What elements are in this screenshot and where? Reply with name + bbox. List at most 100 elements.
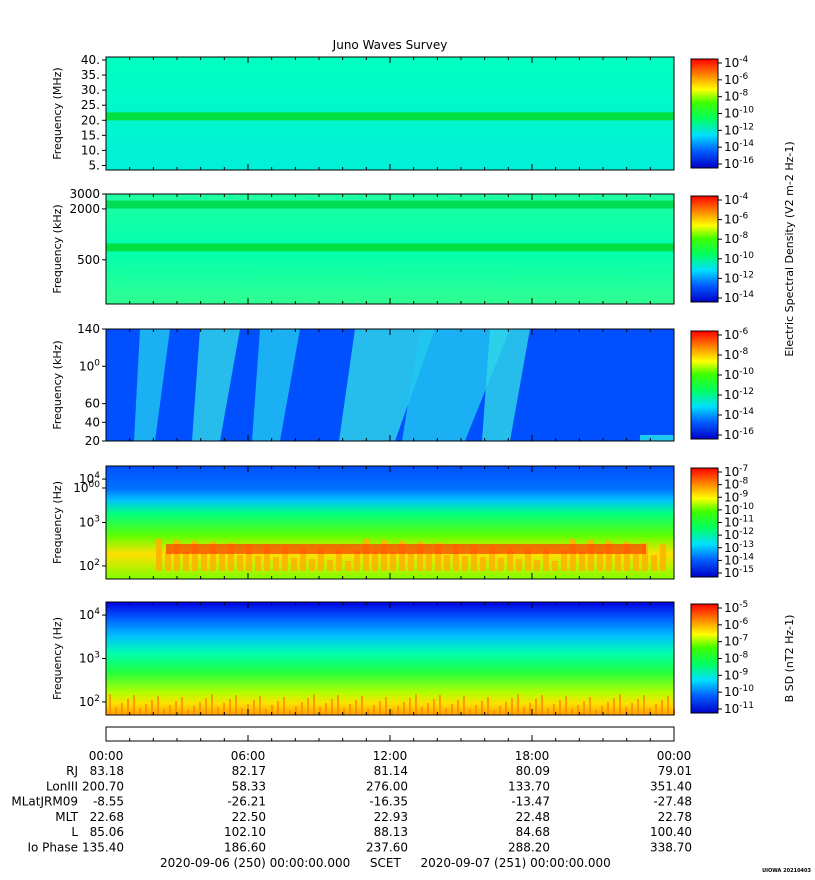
colorbar-scale <box>690 330 719 440</box>
y-tick-label: 30. <box>81 83 100 97</box>
emission-feature <box>229 699 231 715</box>
ephemeris-label: L <box>71 825 78 839</box>
emission-feature <box>570 539 576 571</box>
ephemeris-value: 79.01 <box>658 764 692 778</box>
emission-feature <box>134 329 170 441</box>
emission-feature <box>373 705 375 715</box>
emission-feature <box>482 329 530 441</box>
y-tick-label: 25. <box>81 98 100 112</box>
emission-feature <box>552 561 558 571</box>
emission-feature <box>133 695 135 715</box>
time-axis: 00:00 06:00 12:00 18:00 00:00 <box>89 726 691 763</box>
emission-feature <box>391 710 393 715</box>
emission-feature <box>127 699 129 715</box>
scet-footer: 2020-09-06 (250) 00:00:00.000 SCET 2020-… <box>160 856 611 870</box>
emission-feature <box>583 701 585 715</box>
emission-feature <box>264 545 270 571</box>
emission-feature <box>487 697 489 715</box>
emission-feature <box>187 710 189 715</box>
emission-feature <box>640 435 674 441</box>
emission-feature <box>543 549 549 571</box>
emission-feature <box>271 705 273 715</box>
emission-feature <box>193 706 195 715</box>
y-axis-label: Frequency (Hz) <box>51 617 64 700</box>
emission-feature <box>660 544 666 571</box>
emission-feature <box>169 705 171 715</box>
emission-feature <box>421 707 423 715</box>
emission-feature <box>453 544 459 571</box>
ephemeris-value: 58.33 <box>232 779 266 793</box>
colorbar-tick-label: 10-12 <box>724 122 754 137</box>
ephemeris-value: 135.40 <box>82 841 124 855</box>
emission-feature <box>355 700 357 715</box>
ephemeris-value: 84.68 <box>516 825 550 839</box>
colorbar-tick-label: 10-10 <box>724 684 754 699</box>
colorbar-tick-label: 10-14 <box>724 407 754 422</box>
emission-feature <box>451 704 453 715</box>
emission-feature <box>255 556 261 571</box>
emission-feature <box>655 704 657 715</box>
emission-feature <box>151 700 153 715</box>
emission-feature <box>283 697 285 715</box>
emission-feature <box>525 548 531 571</box>
ephemeris-label: MLatJRM09 <box>11 795 78 809</box>
y-tick-label: 5. <box>89 158 100 172</box>
emission-feature <box>409 698 411 715</box>
emission-feature <box>661 700 663 715</box>
emission-feature <box>589 697 591 715</box>
emission-feature <box>163 709 165 715</box>
colorbar-tick-label: 10-15 <box>724 565 754 580</box>
chart-title: Juno Waves Survey <box>332 38 448 52</box>
emission-feature <box>372 551 378 571</box>
ephemeris-table: RJ 83.18 82.17 81.14 80.09 79.01 LonIII 200.70 5… <box>11 764 692 855</box>
colorbar-scale <box>690 58 719 169</box>
ephemeris-value: -26.21 <box>227 795 266 809</box>
time-tick-label: 12:00 <box>373 749 408 763</box>
emission-feature <box>534 560 540 571</box>
colorbar-tick-label: 10-8 <box>724 89 749 104</box>
emission-feature <box>277 701 279 715</box>
colorbar-tick-label: 10-14 <box>724 139 754 154</box>
ephemeris-value: 100.40 <box>650 825 692 839</box>
emission-feature <box>469 709 471 715</box>
y-tick-label: 103 <box>79 651 100 666</box>
emission-feature <box>637 699 639 715</box>
emission-feature <box>642 543 648 571</box>
emission-feature <box>331 699 333 715</box>
colorbar-tick-label: 10-16 <box>724 156 754 171</box>
emission-feature <box>597 552 603 571</box>
colorbar-2: 10-4 10-6 10-8 10-10 10-12 10-14 Electric Spec… <box>690 141 796 357</box>
colorbar-tick-label: 10-7 <box>724 634 748 649</box>
emission-feature <box>313 694 315 715</box>
ephemeris-label: Io Phase <box>27 841 78 855</box>
emission-feature <box>354 550 360 571</box>
ephemeris-value: 102.10 <box>224 825 266 839</box>
emission-feature <box>445 708 447 715</box>
emission-feature <box>516 559 522 571</box>
y-tick-label: 20. <box>81 113 100 127</box>
footer-mid: SCET <box>369 856 401 870</box>
emission-feature <box>433 699 435 715</box>
emission-feature <box>367 709 369 715</box>
ephemeris-value: 85.06 <box>90 825 124 839</box>
emission-feature <box>325 703 327 715</box>
emission-feature <box>624 542 630 571</box>
emission-feature <box>571 709 573 715</box>
emission-feature <box>252 329 300 441</box>
ephemeris-value: 81.14 <box>374 764 408 778</box>
colorbar-tick-label: 10-10 <box>724 106 754 121</box>
spectrogram-background <box>106 602 674 715</box>
colorbar-tick-label: 10-5 <box>724 600 748 615</box>
colorbar-scale <box>690 603 719 714</box>
y-tick-label: 100 <box>79 358 100 373</box>
emission-feature <box>523 707 525 715</box>
emission-feature <box>615 553 621 571</box>
emission-feature <box>480 557 486 571</box>
ephemeris-value: 22.93 <box>374 810 408 824</box>
emission-feature <box>192 329 240 441</box>
emission-feature <box>499 706 501 715</box>
emission-feature <box>282 546 288 571</box>
emission-feature <box>199 702 201 715</box>
